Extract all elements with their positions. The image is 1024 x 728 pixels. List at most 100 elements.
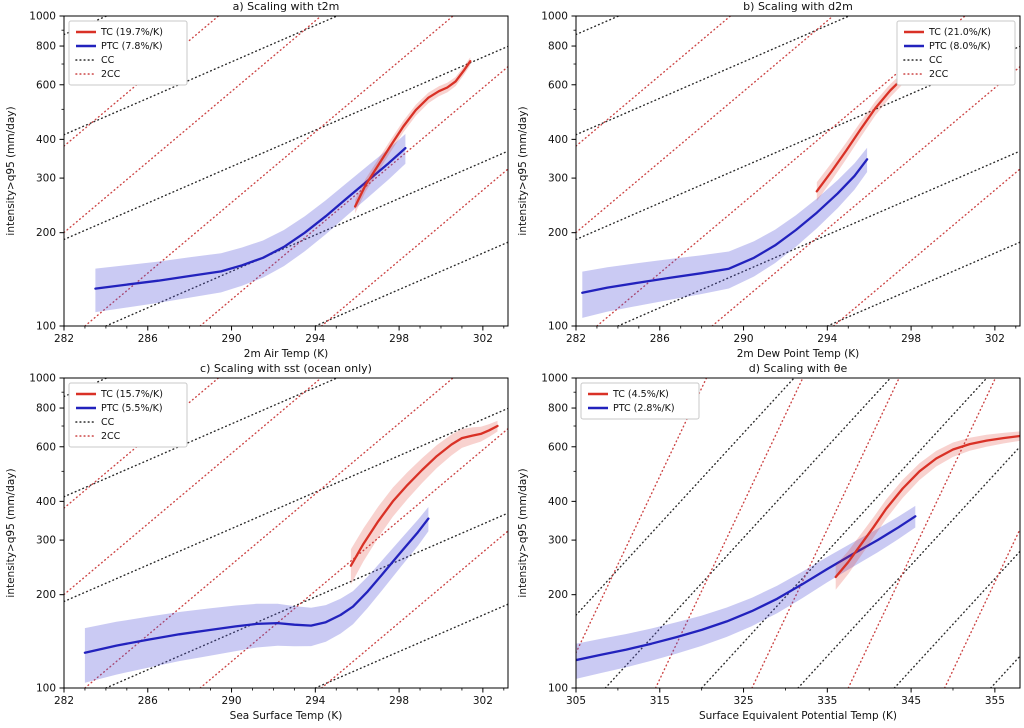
y-axis: 100 200 300 400 600 800 1000 intensity>q95 (mm/… [517,373,576,695]
x-tick-label: 282 [54,695,74,707]
legend-label: TC (4.5%/K) [612,389,669,400]
x-tick-label: 298 [901,333,921,345]
x-tick-label: 290 [734,333,754,345]
legend-label: PTC (5.5%/K) [101,403,163,414]
x-axis-label: Surface Equivalent Potential Temp (K) [699,710,897,722]
axes-frame [575,377,1021,689]
y-tick-label: 800 [548,41,568,53]
x-axis-label: 2m Dew Point Temp (K) [737,348,860,360]
tc-line [353,60,472,208]
y-tick-label: 400 [36,134,56,146]
legend-label: 2CC [929,69,949,80]
x-tick-label: 286 [138,695,158,707]
y-tick-label: 800 [36,403,56,415]
legend-label: TC (19.7%/K) [100,27,163,38]
x-tick-label: 302 [473,333,493,345]
subplot-title: d) Scaling with θe [749,362,848,375]
y-axis: 100 200 300 400 600 800 1000 intensity>q95 (mm/… [5,11,64,333]
legend: TC (4.5%/K) PTC (2.8%/K) [580,382,700,420]
x-axis-label: Sea Surface Temp (K) [230,710,343,722]
x-tick-label: 282 [54,333,74,345]
x-tick-label: 355 [985,695,1005,707]
y-tick-label: 100 [36,683,56,695]
subplot-b: 282 286 290 294 298 302 2m Dew Point Temp (K) 1… [512,0,1024,362]
legend-label: 2CC [101,69,121,80]
legend-label: CC [101,55,115,66]
x-axis: 282 286 290 294 298 302 2m Air Temp (K) [54,326,505,360]
x-axis: 282 286 290 294 298 302 2m Dew Point Temp (K) [566,326,1017,360]
y-tick-label: 100 [36,321,56,333]
ptc-uncertainty-band [84,507,429,683]
subplot-d-chart: 305 315 325 335 345 355 Surface Equivalent Pot… [517,362,1021,722]
y-tick-label: 1000 [541,373,568,385]
x-tick-label: 294 [817,333,837,345]
axes-frame [63,377,509,689]
x-tick-label: 294 [305,695,325,707]
subplot-b-chart: 282 286 290 294 298 302 2m Dew Point Temp (K) 1… [517,0,1021,360]
y-tick-label: 300 [548,535,568,547]
x-tick-label: 315 [650,695,670,707]
subplot-a: 282 286 290 294 298 302 2m Air Temp (K) 100 200 3… [0,0,512,362]
cc-reference-lines [576,16,1020,326]
x-tick-label: 325 [734,695,754,707]
x-tick-label: 290 [222,333,242,345]
tc-line [834,434,1020,579]
legend-label: PTC (8.0%/K) [929,41,991,52]
y-tick-label: 1000 [29,11,56,23]
x-tick-label: 286 [650,333,670,345]
y-tick-label: 200 [548,589,568,601]
x-tick-label: 298 [389,333,409,345]
subplot-a-chart: 282 286 290 294 298 302 2m Air Temp (K) 100 200 3… [5,0,509,360]
x-tick-label: 302 [985,333,1005,345]
x-tick-label: 345 [901,695,921,707]
ptc-line [576,515,917,662]
x-tick-label: 305 [566,695,586,707]
x-axis-label: 2m Air Temp (K) [244,348,328,360]
ptc-line [83,517,430,654]
plot-area [64,16,508,326]
y-tick-label: 600 [548,79,568,91]
2cc-reference-lines [64,16,508,326]
tc-uncertainty-band [835,431,1020,590]
y-axis-label: intensity>q95 (mm/day) [517,106,529,235]
subplot-c-chart: 282 286 290 294 298 302 Sea Surface Temp (K) 10… [5,362,509,722]
x-axis: 305 315 325 335 345 355 Surface Equivalent Pot… [566,688,1005,722]
y-tick-label: 100 [548,321,568,333]
cc-reference-lines [576,378,1020,688]
y-tick-label: 200 [36,227,56,239]
x-tick-label: 302 [473,695,493,707]
y-tick-label: 300 [36,535,56,547]
y-tick-label: 400 [36,496,56,508]
y-tick-label: 1000 [29,373,56,385]
legend-label: TC (15.7%/K) [100,389,163,400]
subplot-title: c) Scaling with sst (ocean only) [200,362,372,375]
subplot-d: 305 315 325 335 345 355 Surface Equivalent Pot… [512,362,1024,724]
2cc-reference-lines [576,16,1020,326]
y-tick-label: 600 [548,441,568,453]
x-tick-label: 286 [138,333,158,345]
ptc-uncertainty-band [576,505,916,679]
legend: TC (15.7%/K) PTC (5.5%/K) CC 2CC [68,382,188,448]
ptc-line [581,158,869,294]
y-axis: 100 200 300 400 600 800 1000 intensity>q95 (mm/… [517,11,576,333]
x-tick-label: 282 [566,333,586,345]
y-axis-label: intensity>q95 (mm/day) [5,468,17,597]
plot-area [576,378,1020,688]
y-tick-label: 400 [548,134,568,146]
x-axis: 282 286 290 294 298 302 Sea Surface Temp (K) [54,688,505,722]
y-tick-label: 300 [36,173,56,185]
axes-frame [575,15,1021,327]
axes-frame [63,15,509,327]
y-tick-label: 400 [548,496,568,508]
y-tick-label: 1000 [541,11,568,23]
legend-label: 2CC [101,431,121,442]
x-tick-label: 290 [222,695,242,707]
x-tick-label: 298 [389,695,409,707]
ptc-line [94,146,407,290]
legend-label: PTC (2.8%/K) [613,403,675,414]
ptc-uncertainty-band [582,147,868,318]
tc-uncertainty-band [350,420,498,585]
x-tick-label: 294 [305,333,325,345]
y-tick-label: 800 [548,403,568,415]
